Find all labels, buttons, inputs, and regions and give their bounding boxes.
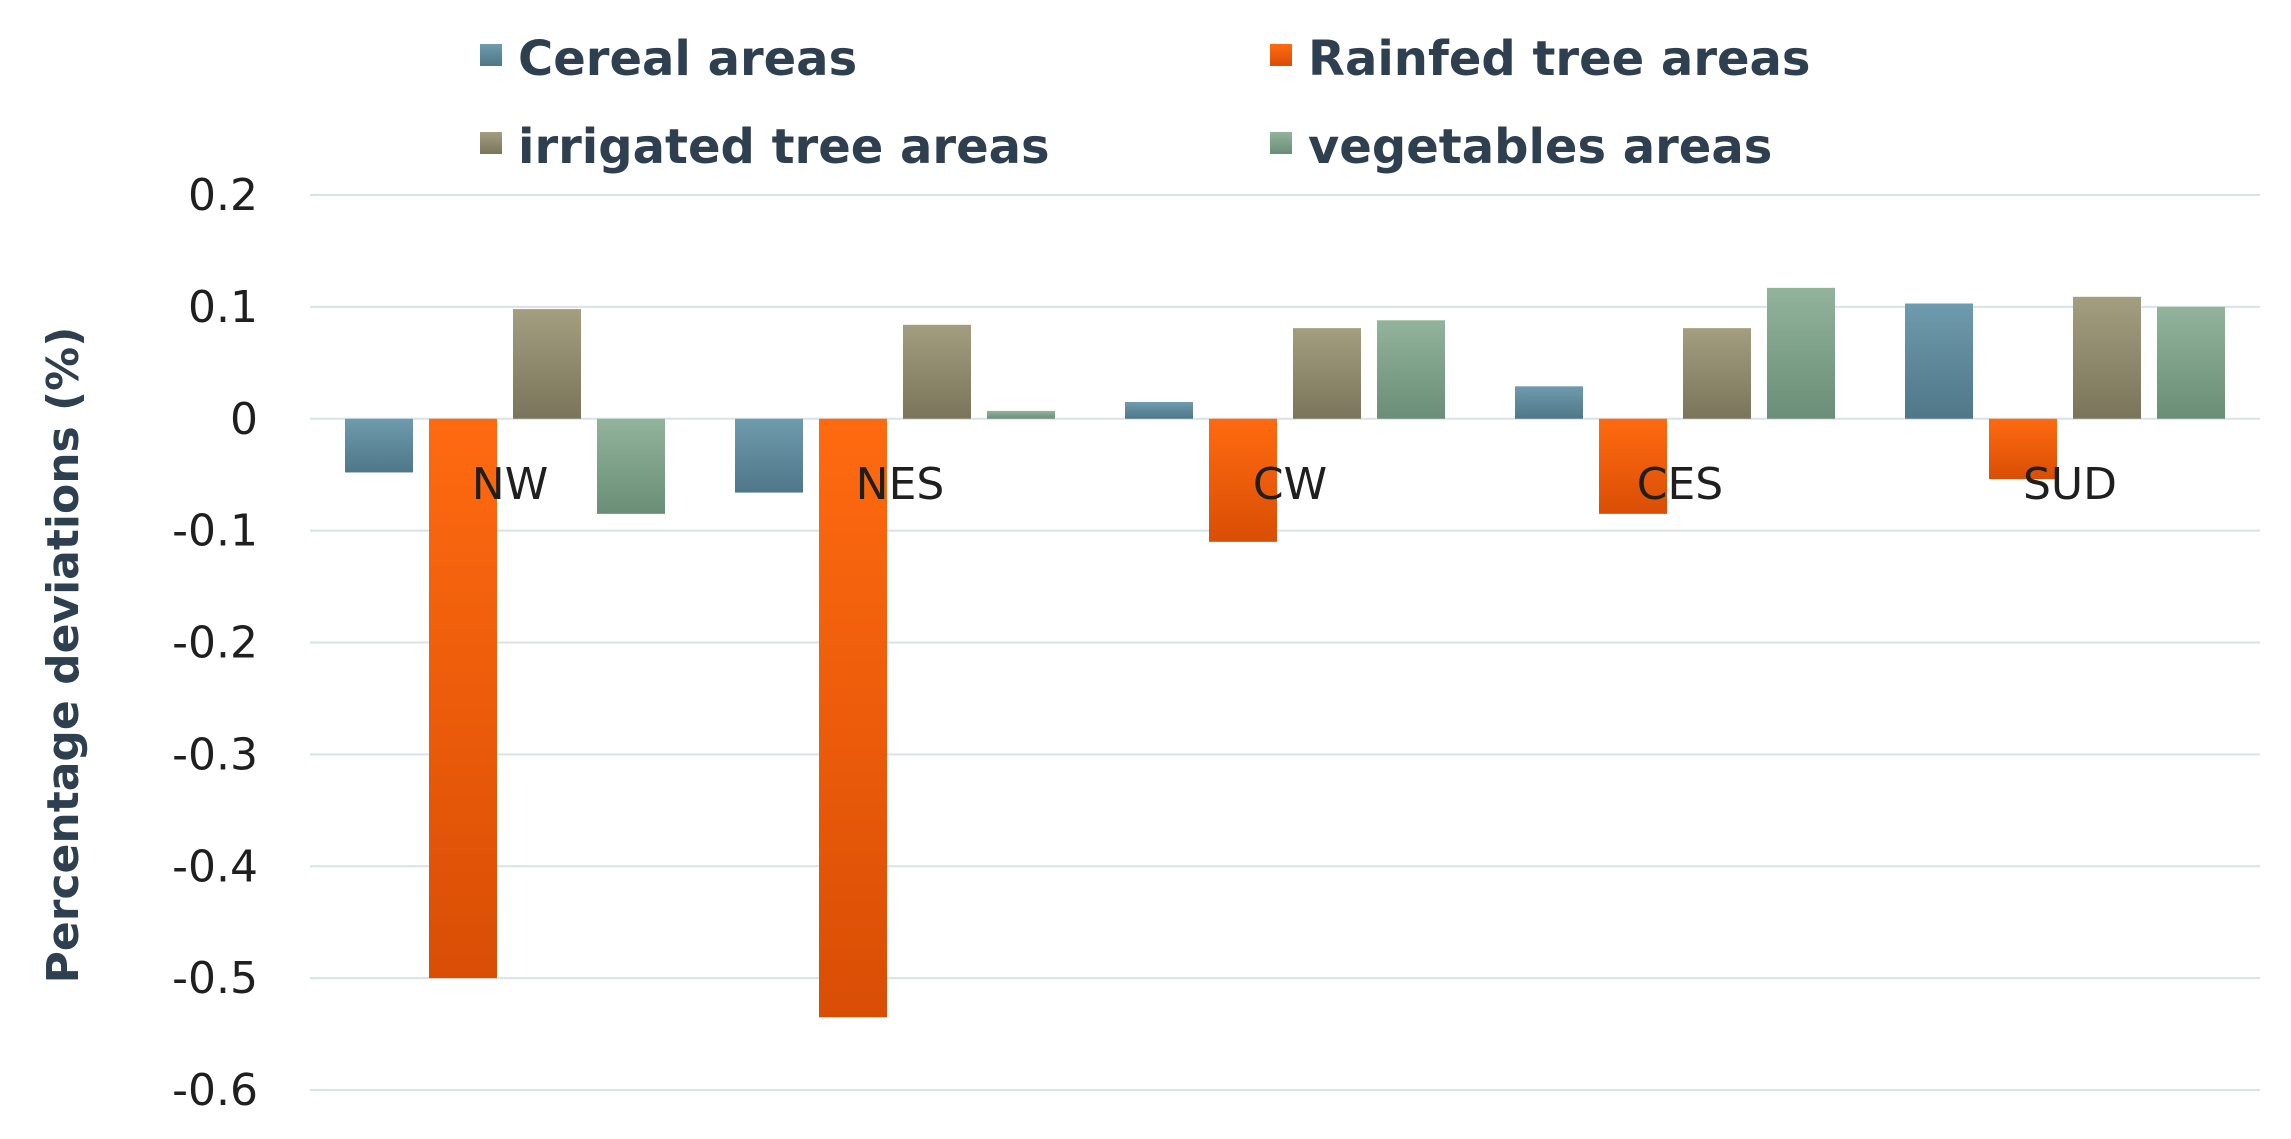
- bar-nw-rainfed-tree-areas: [429, 418, 497, 979]
- x-axis-categories: NW NES CW CES SUD: [472, 459, 2117, 510]
- legend-label: Rainfed tree areas: [1308, 31, 1811, 87]
- legend-swatch: [480, 132, 502, 154]
- bar-sud-rainfed-tree-areas: [1989, 418, 2057, 480]
- x-category-label: NW: [472, 459, 548, 510]
- bar-nes-irrigated-tree-areas: [903, 324, 971, 419]
- x-category-label: NES: [856, 459, 945, 510]
- legend-label: irrigated tree areas: [518, 119, 1050, 175]
- y-tick-label: -0.1: [172, 506, 258, 557]
- bar-cw-vegetables-areas: [1377, 320, 1445, 419]
- bar-nes-rainfed-tree-areas: [819, 418, 887, 1018]
- bars: [345, 287, 2225, 1018]
- y-axis-ticks: 0.2 0.1 0 -0.1 -0.2 -0.3 -0.4 -0.5 -0.6: [172, 170, 258, 1116]
- bar-nw-cereal-areas: [345, 418, 413, 473]
- y-tick-label: -0.2: [172, 618, 258, 669]
- bar-nw-irrigated-tree-areas: [513, 309, 581, 419]
- legend-label: Cereal areas: [518, 31, 857, 87]
- y-tick-label: -0.5: [172, 953, 258, 1004]
- bar-sud-vegetables-areas: [2157, 306, 2225, 419]
- x-category-label: CW: [1253, 459, 1327, 510]
- y-tick-label: -0.3: [172, 729, 258, 780]
- bar-nes-vegetables-areas: [987, 410, 1055, 419]
- legend-swatch: [480, 44, 502, 66]
- bar-sud-irrigated-tree-areas: [2073, 296, 2141, 419]
- legend: Cereal areas Rainfed tree areas irrigated …: [480, 31, 1811, 175]
- y-tick-label: 0.2: [188, 170, 258, 221]
- legend-label: vegetables areas: [1308, 119, 1772, 175]
- bar-ces-vegetables-areas: [1767, 287, 1835, 419]
- bar-ces-irrigated-tree-areas: [1683, 328, 1751, 419]
- legend-swatch: [1270, 44, 1292, 66]
- bar-cw-rainfed-tree-areas: [1209, 418, 1277, 542]
- bar-cw-cereal-areas: [1125, 401, 1193, 419]
- y-tick-label: 0: [230, 394, 258, 445]
- legend-swatch: [1270, 132, 1292, 154]
- y-tick-label: -0.4: [172, 841, 258, 892]
- bar-sud-cereal-areas: [1905, 303, 1973, 419]
- bar-nes-cereal-areas: [735, 418, 803, 493]
- bar-ces-cereal-areas: [1515, 386, 1583, 419]
- bar-nw-vegetables-areas: [597, 418, 665, 514]
- y-tick-label: 0.1: [188, 282, 258, 333]
- x-category-label: SUD: [2023, 459, 2117, 510]
- bar-ces-rainfed-tree-areas: [1599, 418, 1667, 514]
- y-tick-label: -0.6: [172, 1065, 258, 1116]
- y-axis-label: Percentage deviations (%): [38, 327, 89, 984]
- x-category-label: CES: [1637, 459, 1723, 510]
- bar-cw-irrigated-tree-areas: [1293, 328, 1361, 419]
